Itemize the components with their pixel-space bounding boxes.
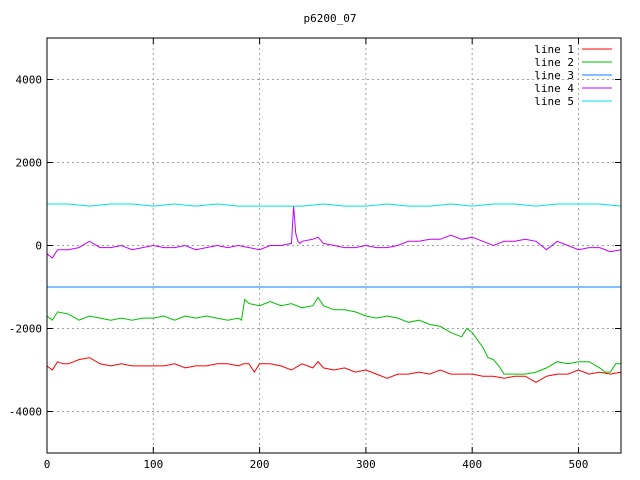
x-tick-label: 200	[250, 458, 270, 471]
y-tick-label: 2000	[16, 157, 43, 170]
x-tick-label: 300	[356, 458, 376, 471]
series-line-1	[46, 357, 622, 383]
x-tick-label: 500	[569, 458, 589, 471]
x-tick-label: 400	[462, 458, 482, 471]
plot-series	[46, 203, 622, 383]
legend-label-2: line 2	[534, 56, 574, 69]
legend-label-1: line 1	[534, 43, 574, 56]
axis-ticks: 0 100 200 300 400 500 -4000 -2000 0 2000 4000	[9, 38, 621, 471]
legend-label-3: line 3	[534, 69, 574, 82]
x-tick-label: 100	[143, 458, 163, 471]
legend-label-5: line 5	[534, 95, 574, 108]
y-tick-label: 0	[35, 240, 42, 253]
chart-title: p6200_07	[304, 12, 357, 25]
series-line-5	[47, 203, 622, 207]
y-tick-label: -2000	[9, 323, 42, 336]
y-tick-label: -4000	[9, 406, 42, 419]
legend-label-4: line 4	[534, 82, 574, 95]
y-tick-label: 4000	[16, 74, 43, 87]
series-line-2	[46, 296, 621, 375]
series-line-4	[46, 206, 622, 259]
x-tick-label: 0	[44, 458, 51, 471]
